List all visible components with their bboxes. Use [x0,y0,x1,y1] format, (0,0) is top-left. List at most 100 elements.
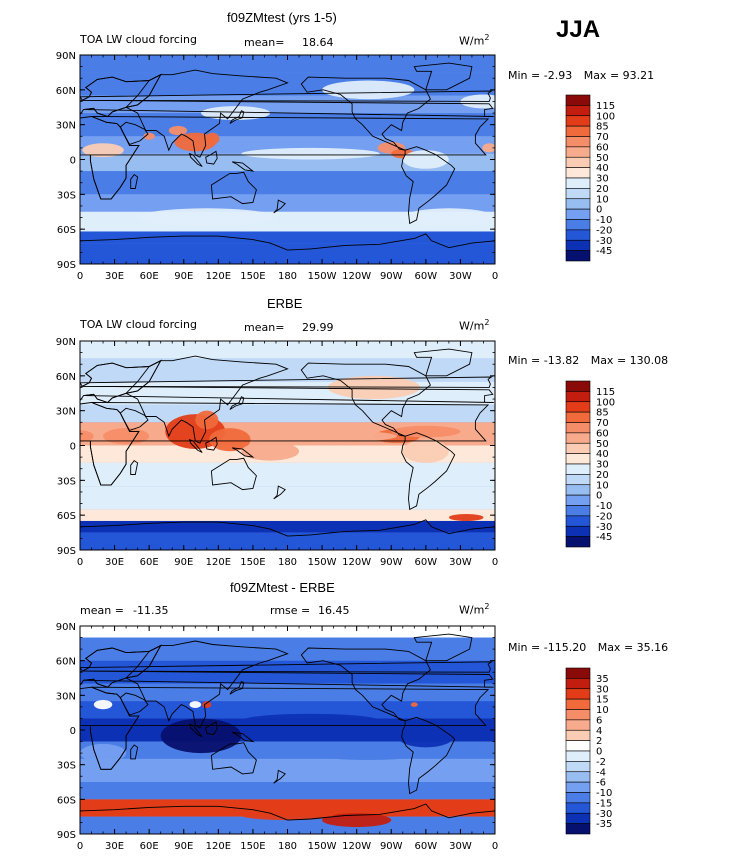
coastline-asia [125,69,289,158]
coastline-australia [210,171,257,205]
contour-region [410,702,418,707]
coastline-north-america [300,362,431,437]
y-tick-label: 30N [56,121,76,132]
x-tick-label: 60W [415,271,438,282]
contour-region [241,713,380,728]
colorbar-swatch [565,719,591,731]
x-tick-label: 150E [240,557,265,568]
contour-region [391,425,461,438]
colorbar-label: -30 [596,522,612,533]
coastline-new-zealand [273,769,286,784]
panel-1-min-value: -2.93 [543,69,573,82]
colorbar-label: 10 [596,480,609,491]
coastline-south-america [401,146,456,225]
panel-1-minmax: Min = -2.93 Max = 93.21 [508,69,654,82]
x-tick-label: 150W [308,841,337,852]
panel-1-mean-value: 18.64 [302,36,334,49]
x-tick-label: 90E [174,557,193,568]
colorbar-label: 70 [596,418,609,429]
colorbar-label: 100 [596,397,615,408]
coastline-borneo [205,150,218,165]
coastline-japan [229,396,245,410]
panel-1-variable-label: TOA LW cloud forcing [80,33,197,46]
colorbar-label: 0 [596,747,602,758]
coastline-madagascar [130,459,139,475]
coastline-sumatra [188,152,203,167]
x-tick-label: 0 [492,557,498,568]
x-tick-label: 150W [308,557,337,568]
x-tick-label: 90W [380,271,403,282]
panel-1-title: f09ZMtest (yrs 1-5) [227,10,337,25]
y-tick-label: 30S [57,476,76,487]
contour-region [189,701,202,709]
y-tick-label: 90S [57,260,76,271]
contour-region [402,150,449,169]
contour-region [402,439,449,463]
panel-2-variable-label: TOA LW cloud forcing [80,318,197,331]
coastline-greenland [413,633,473,662]
colorbar-label: 35 [596,674,609,685]
contour-region [82,143,124,158]
panel-1-map: 0 30E 60E 90E 120E 150E 180 150W 120W 90W 60W 30W 09… [56,51,498,282]
colorbar-label: 50 [596,439,609,450]
y-tick-label: 30S [57,761,76,772]
x-tick-label: 180 [278,841,297,852]
colorbar-label: -20 [596,225,612,236]
contour-region [448,514,484,521]
panel-3-min-label: Min = [508,641,541,654]
x-tick-label: 120W [342,557,371,568]
x-tick-label: 120W [342,271,371,282]
y-tick-label: 0 [70,156,76,167]
x-tick-label: 150W [308,271,337,282]
x-tick-label: 30W [449,271,472,282]
x-tick-label: 0 [492,271,498,282]
coastline-north-america [300,76,431,151]
lat-band [80,153,495,172]
coastline-arabia [119,121,149,145]
colorbar-label: -15 [596,798,612,809]
colorbar-label: 4 [596,726,602,737]
x-tick-label: 60E [140,841,159,852]
colorbar-swatch [565,401,591,413]
colorbar-swatch [565,515,591,527]
colorbar-label: 70 [596,132,609,143]
colorbar-label: -30 [596,809,612,820]
colorbar-swatch [565,812,591,824]
colorbar-label: -30 [596,236,612,247]
colorbar-swatch [565,781,591,793]
lat-band [80,486,495,510]
contour-region [80,743,127,763]
panel-2-contour-field [80,341,495,550]
panel-3-units: W/m2 [459,602,490,617]
colorbar-swatch [565,667,591,679]
contour-region [143,132,155,140]
colorbar-label: 10 [596,705,609,716]
y-tick-label: 60S [57,511,76,522]
colorbar-label: 60 [596,428,609,439]
contour-region [402,208,495,227]
contour-region [80,430,94,443]
x-tick-label: 60E [140,271,159,282]
y-tick-label: 30N [56,691,76,702]
colorbar-label: 60 [596,142,609,153]
colorbar-label: 10 [596,194,609,205]
panel-2-units: W/m2 [459,318,490,333]
lat-band [80,171,495,195]
x-tick-label: 120E [206,557,231,568]
lat-band [80,231,495,244]
colorbar-label: 30 [596,684,609,695]
contour-region [209,428,251,452]
colorbar-label: -2 [596,757,606,768]
x-tick-label: 60W [415,557,438,568]
lat-band [80,243,495,264]
x-tick-label: 180 [278,557,297,568]
lat-band [80,95,495,114]
contour-region [93,699,113,710]
panel-3-mean-value: -11.35 [133,604,169,617]
coastline-japan [229,110,245,124]
colorbar-swatch [565,709,591,721]
panel-3-min-value: -115.20 [543,641,587,654]
x-tick-label: 90E [174,841,193,852]
lat-band [80,462,495,487]
contour-region [310,746,426,761]
